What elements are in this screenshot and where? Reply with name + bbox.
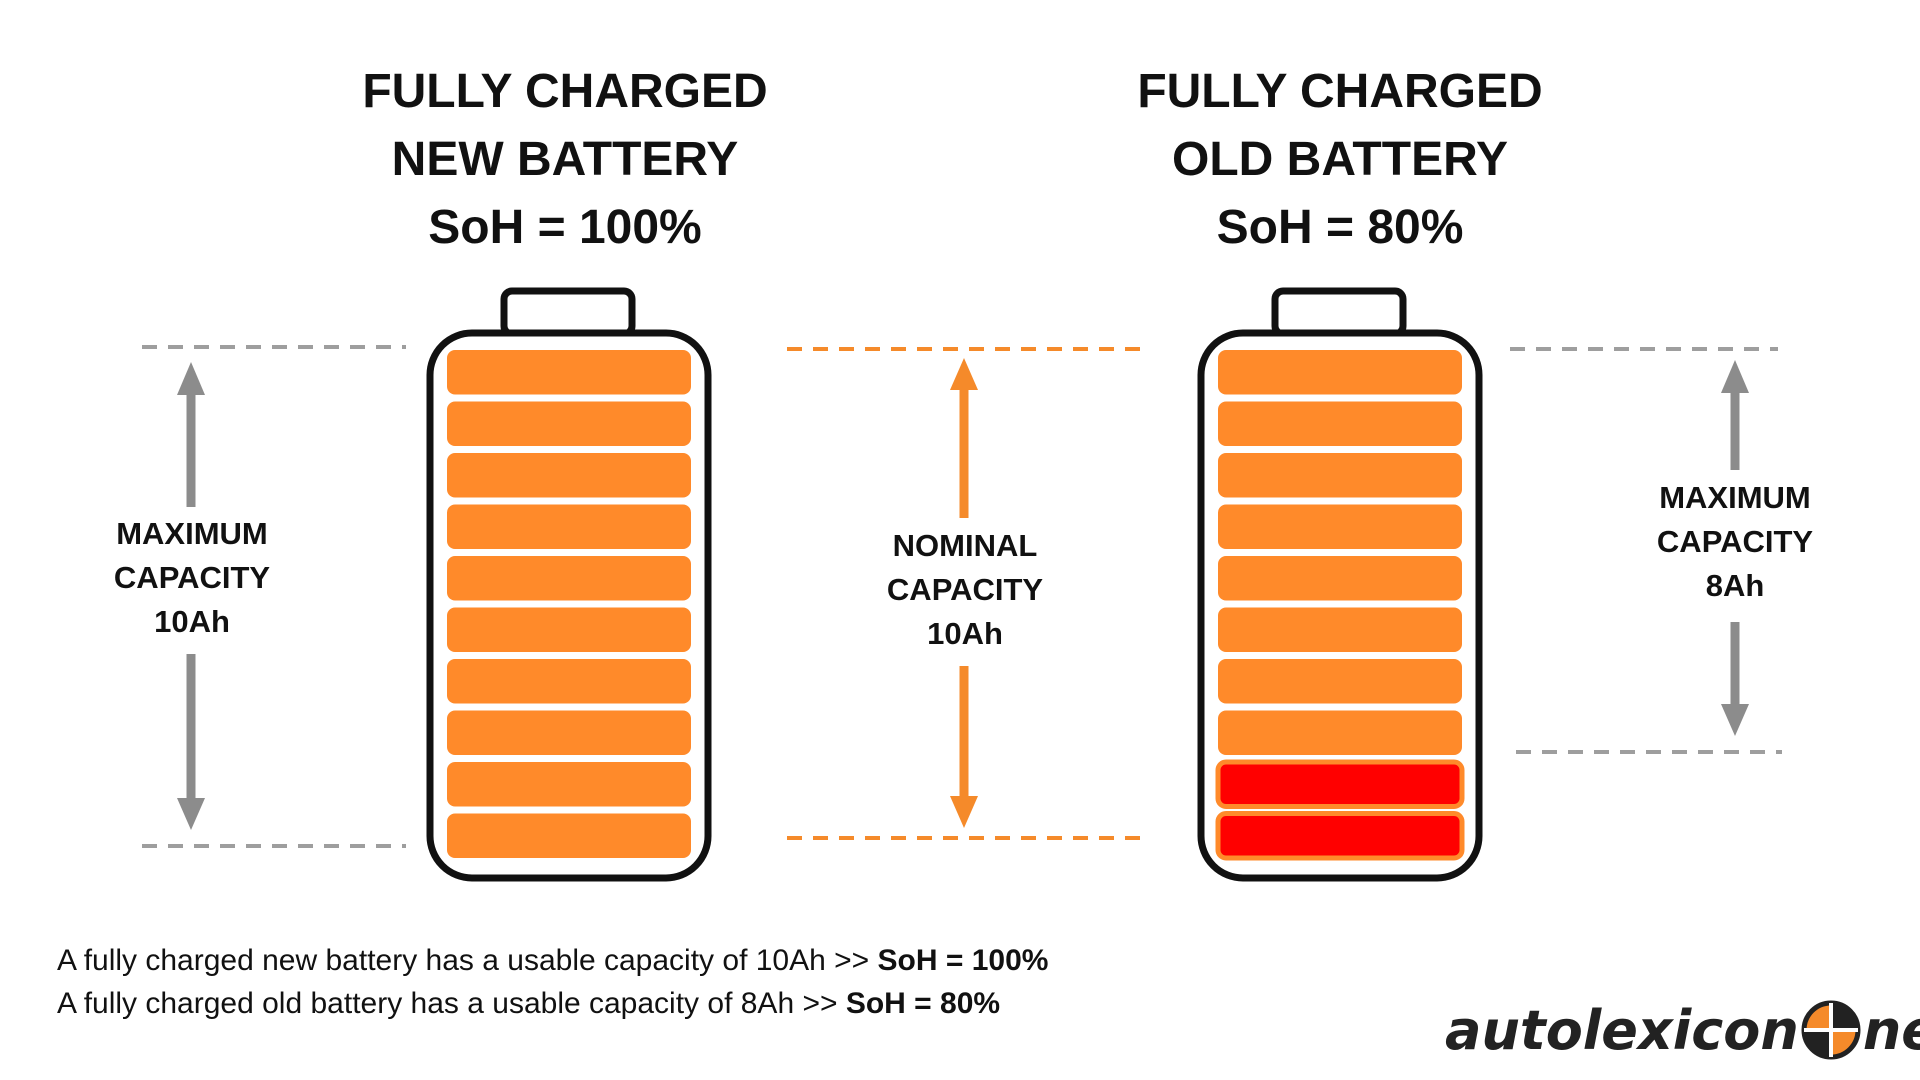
old-battery-cell [1218, 504, 1462, 549]
new-battery-terminal [500, 287, 636, 338]
nominal-arrow-up-head [950, 358, 978, 390]
new-battery-soh: SoH = 100% [428, 201, 702, 254]
maximum-capacity-new-line-1: MAXIMUM [116, 516, 268, 551]
new-battery [426, 287, 712, 882]
summary-old-battery: A fully charged old battery has a usable… [57, 983, 1000, 1025]
new-battery-cell [447, 813, 691, 858]
logo-text-right: net [1862, 998, 1920, 1062]
nominal-capacity-line-1: NOMINAL [892, 528, 1038, 563]
maximum-capacity-new-line-2: CAPACITY [113, 560, 271, 595]
nominal-capacity-line-2: CAPACITY [886, 572, 1044, 607]
left-arrow-down-head [177, 798, 205, 830]
nominal-arrow-down-head [950, 796, 978, 828]
old-battery-heading: FULLY CHARGED OLD BATTERY SoH = 80% [990, 58, 1690, 262]
old-battery-heading-line-1: FULLY CHARGED [1137, 65, 1543, 118]
new-battery-cell [447, 504, 691, 549]
maximum-capacity-new-value: 10Ah [154, 604, 230, 639]
summary-new-battery: A fully charged new battery has a usable… [57, 940, 1048, 982]
new-battery-cell [447, 556, 691, 601]
right-arrow-down-head [1721, 704, 1749, 736]
maximum-capacity-old-label: MAXIMUM CAPACITY 8Ah [1615, 476, 1855, 608]
old-battery [1197, 287, 1483, 882]
summary-old-battery-soh: SoH = 80% [845, 987, 1001, 1020]
new-battery-cell [447, 762, 691, 807]
old-battery-cell [1218, 659, 1462, 704]
nominal-capacity-label: NOMINAL CAPACITY 10Ah [845, 524, 1085, 656]
summary-new-battery-text: A fully charged new battery has a usable… [57, 944, 878, 977]
old-battery-cell [1218, 401, 1462, 446]
summary-new-battery-soh: SoH = 100% [877, 944, 1049, 977]
new-battery-cell [447, 659, 691, 704]
new-battery-heading: FULLY CHARGED NEW BATTERY SoH = 100% [215, 58, 915, 262]
old-battery-cell [1218, 607, 1462, 652]
maximum-capacity-old-line-1: MAXIMUM [1659, 480, 1811, 515]
new-battery-cell [447, 350, 691, 395]
old-battery-cell [1218, 710, 1462, 755]
old-battery-cell [1218, 350, 1462, 395]
new-battery-cell [447, 453, 691, 498]
old-battery-cell [1218, 453, 1462, 498]
logo-crosshair-icon [1801, 1000, 1861, 1060]
old-battery-terminal [1271, 287, 1407, 338]
logo-text-left: autolexicon [1445, 998, 1799, 1062]
right-arrow-up-head [1721, 360, 1749, 393]
old-battery-cell [1218, 556, 1462, 601]
old-battery-faded-cell [1215, 759, 1465, 809]
left-arrow-up-head [177, 362, 205, 395]
nominal-capacity-value: 10Ah [927, 616, 1003, 651]
old-battery-heading-line-2: OLD BATTERY [1172, 133, 1508, 186]
new-battery-cell [447, 401, 691, 446]
old-battery-faded-cell [1215, 811, 1465, 861]
summary-old-battery-text: A fully charged old battery has a usable… [57, 987, 846, 1020]
autolexicon-logo: autolexicon net [1445, 995, 1920, 1065]
new-battery-heading-line-2: NEW BATTERY [391, 133, 739, 186]
maximum-capacity-old-line-2: CAPACITY [1656, 524, 1814, 559]
old-battery-soh: SoH = 80% [1216, 201, 1464, 254]
maximum-capacity-old-value: 8Ah [1705, 568, 1765, 603]
maximum-capacity-new-label: MAXIMUM CAPACITY 10Ah [72, 512, 312, 644]
new-battery-heading-line-1: FULLY CHARGED [362, 65, 768, 118]
new-battery-cell [447, 710, 691, 755]
new-battery-cell [447, 607, 691, 652]
